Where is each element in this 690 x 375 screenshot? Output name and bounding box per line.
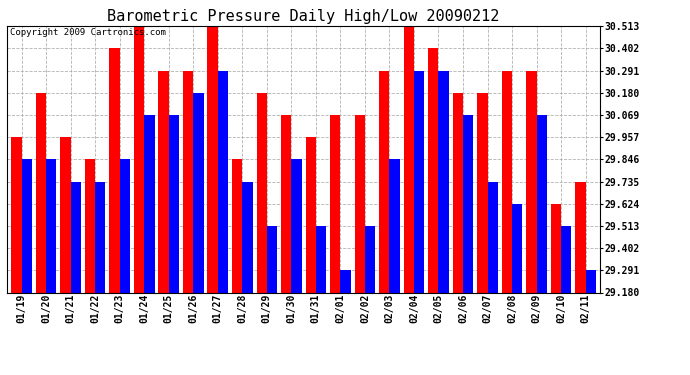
Bar (267, 226, 277, 292)
Bar (169, 115, 179, 292)
Bar (414, 70, 424, 292)
Bar (218, 70, 228, 292)
Text: Copyright 2009 Cartronics.com: Copyright 2009 Cartronics.com (10, 28, 166, 37)
Bar (134, 26, 144, 292)
Bar (551, 204, 561, 292)
Bar (46, 159, 57, 292)
Bar (232, 159, 242, 292)
Bar (193, 93, 204, 292)
Bar (428, 48, 438, 292)
Bar (316, 226, 326, 292)
Bar (330, 115, 340, 292)
Bar (463, 115, 473, 292)
Bar (291, 159, 302, 292)
Bar (11, 137, 21, 292)
Bar (306, 137, 316, 292)
Bar (502, 70, 512, 292)
Bar (389, 159, 400, 292)
Bar (60, 137, 70, 292)
Bar (110, 48, 119, 292)
Bar (257, 93, 267, 292)
Bar (453, 93, 463, 292)
Bar (526, 70, 537, 292)
Bar (586, 270, 596, 292)
Bar (119, 159, 130, 292)
Bar (379, 70, 389, 292)
Bar (159, 70, 169, 292)
Bar (537, 115, 547, 292)
Bar (208, 26, 218, 292)
Bar (561, 226, 571, 292)
Bar (95, 182, 106, 292)
Bar (21, 159, 32, 292)
Bar (70, 182, 81, 292)
Bar (488, 182, 497, 292)
Bar (438, 70, 449, 292)
Bar (144, 115, 155, 292)
Bar (355, 115, 365, 292)
Bar (183, 70, 193, 292)
Title: Barometric Pressure Daily High/Low 20090212: Barometric Pressure Daily High/Low 20090… (108, 9, 500, 24)
Bar (36, 93, 46, 292)
Bar (365, 226, 375, 292)
Bar (281, 115, 291, 292)
Bar (340, 270, 351, 292)
Bar (512, 204, 522, 292)
Bar (404, 26, 414, 292)
Bar (242, 182, 253, 292)
Bar (477, 93, 488, 292)
Bar (575, 182, 586, 292)
Bar (85, 159, 95, 292)
